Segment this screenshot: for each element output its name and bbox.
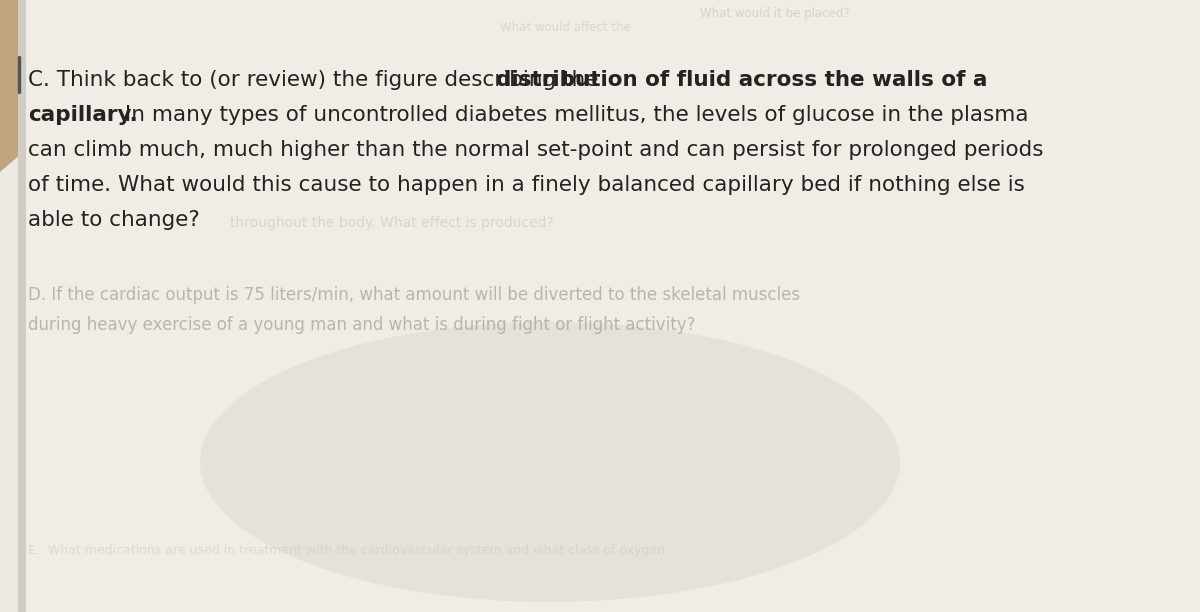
Text: capillary.: capillary. [28, 105, 138, 125]
Text: able to change?: able to change? [28, 210, 199, 230]
Text: throughout the body. What effect is produced?: throughout the body. What effect is prod… [230, 216, 553, 230]
Polygon shape [0, 0, 140, 172]
Text: during heavy exercise of a young man and what is during fight or flight activity: during heavy exercise of a young man and… [28, 316, 696, 334]
Text: What would affect the: What would affect the [500, 21, 631, 34]
Text: can climb much, much higher than the normal set-point and can persist for prolon: can climb much, much higher than the nor… [28, 140, 1044, 160]
Text: What would it be placed?: What would it be placed? [700, 7, 850, 20]
Bar [18, 0, 26, 612]
Text: C. Think back to (or review) the figure describing the: C. Think back to (or review) the figure … [28, 70, 605, 90]
Text: of time. What would this cause to happen in a finely balanced capillary bed if n: of time. What would this cause to happen… [28, 175, 1025, 195]
Text: E.  What medications are used in treatment with the cardiovascular system and wh: E. What medications are used in treatmen… [28, 544, 665, 557]
Text: D. If the cardiac output is 75 liters/min, what amount will be diverted to the s: D. If the cardiac output is 75 liters/mi… [28, 286, 800, 304]
Ellipse shape [200, 322, 900, 602]
Text: distribution of fluid across the walls of a: distribution of fluid across the walls o… [496, 70, 988, 90]
Text: In many types of uncontrolled diabetes mellitus, the levels of glucose in the pl: In many types of uncontrolled diabetes m… [118, 105, 1028, 125]
